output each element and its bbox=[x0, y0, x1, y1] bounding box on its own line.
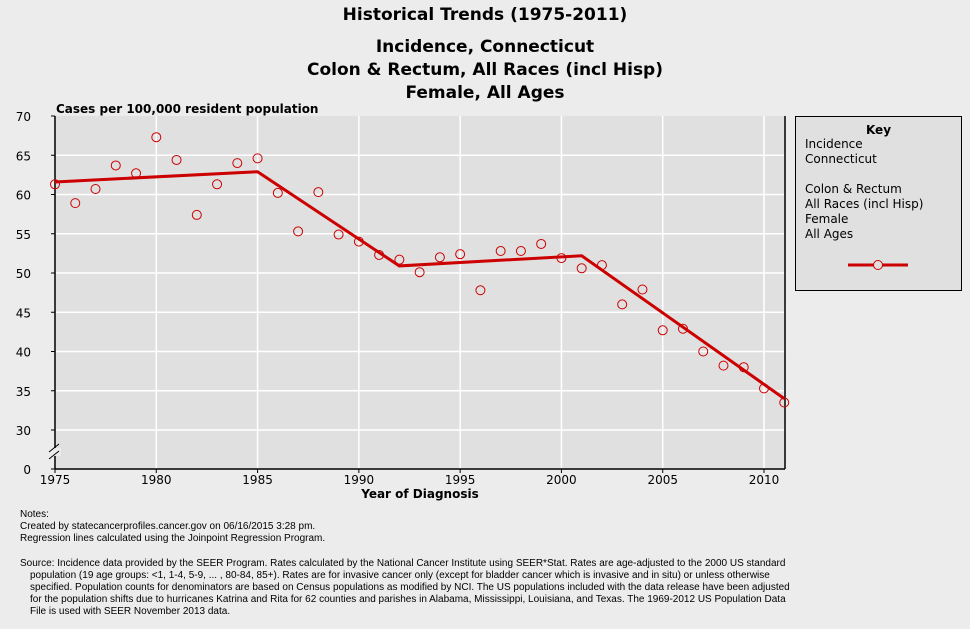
data-point bbox=[576, 263, 587, 274]
y-tick-label: 65 bbox=[16, 149, 31, 163]
axis-break-gap bbox=[49, 448, 61, 456]
x-tick-label: 2000 bbox=[546, 473, 577, 487]
data-point bbox=[657, 325, 668, 336]
y-tick-label: 40 bbox=[16, 346, 31, 360]
y-tick-label: 70 bbox=[16, 110, 31, 124]
y-tick-label: 50 bbox=[16, 267, 31, 281]
notes: Notes: Created by statecancerprofiles.ca… bbox=[20, 509, 325, 545]
chart-subtitle-1: Incidence, Connecticut bbox=[375, 37, 595, 57]
data-point bbox=[131, 168, 142, 179]
data-point bbox=[515, 246, 526, 257]
y-tick-label: 35 bbox=[16, 385, 31, 399]
data-point bbox=[596, 260, 607, 271]
y-tick-label: 60 bbox=[16, 189, 31, 203]
x-tick-label: 2010 bbox=[749, 473, 780, 487]
data-point bbox=[50, 179, 60, 190]
x-tick-label: 1985 bbox=[242, 473, 273, 487]
data-point bbox=[556, 253, 567, 264]
legend-title: Key bbox=[865, 123, 892, 137]
legend-line-1: Incidence bbox=[805, 137, 863, 151]
data-point bbox=[637, 284, 648, 295]
data-point bbox=[434, 252, 445, 263]
data-point bbox=[414, 267, 425, 278]
x-tick-label: 1995 bbox=[445, 473, 476, 487]
data-point bbox=[617, 299, 628, 310]
chart-subtitle-3: Female, All Ages bbox=[405, 83, 565, 103]
legend-spacer bbox=[805, 167, 961, 182]
data-point bbox=[738, 362, 749, 373]
notes-heading: Notes: bbox=[20, 509, 49, 520]
data-point bbox=[374, 249, 385, 260]
data-point bbox=[333, 229, 344, 240]
legend-symbol bbox=[848, 260, 908, 270]
axis-break-mark bbox=[48, 443, 60, 453]
legend-line-4: Colon & Rectum bbox=[805, 182, 902, 196]
x-tick-label: 2005 bbox=[647, 473, 678, 487]
x-axis-label: Year of Diagnosis bbox=[361, 487, 479, 501]
y-axis-label: Cases per 100,000 resident population bbox=[56, 102, 319, 116]
data-point bbox=[475, 285, 486, 296]
regression-line bbox=[54, 170, 786, 400]
data-point bbox=[394, 254, 405, 265]
notes-regression: Regression lines calculated using the Jo… bbox=[20, 533, 326, 544]
legend-line-2: Connecticut bbox=[805, 152, 877, 166]
data-point bbox=[455, 249, 466, 260]
data-point bbox=[779, 397, 790, 408]
data-point bbox=[171, 154, 182, 165]
data-point bbox=[495, 246, 506, 257]
chart-title: Historical Trends (1975-2011) bbox=[342, 5, 628, 25]
legend-line-7: All Ages bbox=[805, 227, 854, 241]
data-point bbox=[232, 158, 243, 169]
notes-created: Created by statecancerprofiles.cancer.go… bbox=[20, 521, 316, 532]
legend: Key Incidence Connecticut Colon & Rectum… bbox=[795, 116, 962, 291]
plot-background bbox=[55, 116, 785, 469]
data-point bbox=[110, 160, 121, 171]
data-point bbox=[90, 184, 101, 195]
data-point bbox=[353, 236, 364, 247]
data-point bbox=[677, 323, 688, 334]
legend-marker bbox=[873, 260, 883, 270]
y-tick-label: 45 bbox=[16, 306, 31, 320]
legend-line-5: All Races (incl Hisp) bbox=[805, 197, 924, 211]
data-point bbox=[759, 383, 769, 394]
legend-line-6: Female bbox=[805, 212, 849, 226]
axis-break-mark bbox=[48, 450, 60, 460]
data-point bbox=[313, 187, 324, 198]
data-point bbox=[212, 179, 223, 190]
y-tick-label: 30 bbox=[16, 424, 31, 438]
y-tick-label: 0 bbox=[23, 463, 31, 477]
y-tick-label: 55 bbox=[16, 228, 31, 242]
data-point bbox=[70, 198, 81, 209]
chart-subtitle-2: Colon & Rectum, All Races (incl Hisp) bbox=[306, 60, 663, 80]
data-point bbox=[536, 238, 547, 249]
data-point bbox=[718, 360, 729, 371]
data-point bbox=[293, 226, 304, 237]
data-point bbox=[272, 187, 283, 198]
data-point bbox=[191, 209, 202, 220]
x-tick-label: 1990 bbox=[344, 473, 375, 487]
source-note: Source: Incidence data provided by the S… bbox=[20, 558, 790, 617]
x-tick-label: 1980 bbox=[141, 473, 172, 487]
x-tick-label: 1975 bbox=[40, 473, 71, 487]
data-point bbox=[151, 132, 162, 143]
data-point bbox=[252, 153, 263, 164]
data-point bbox=[698, 346, 709, 357]
